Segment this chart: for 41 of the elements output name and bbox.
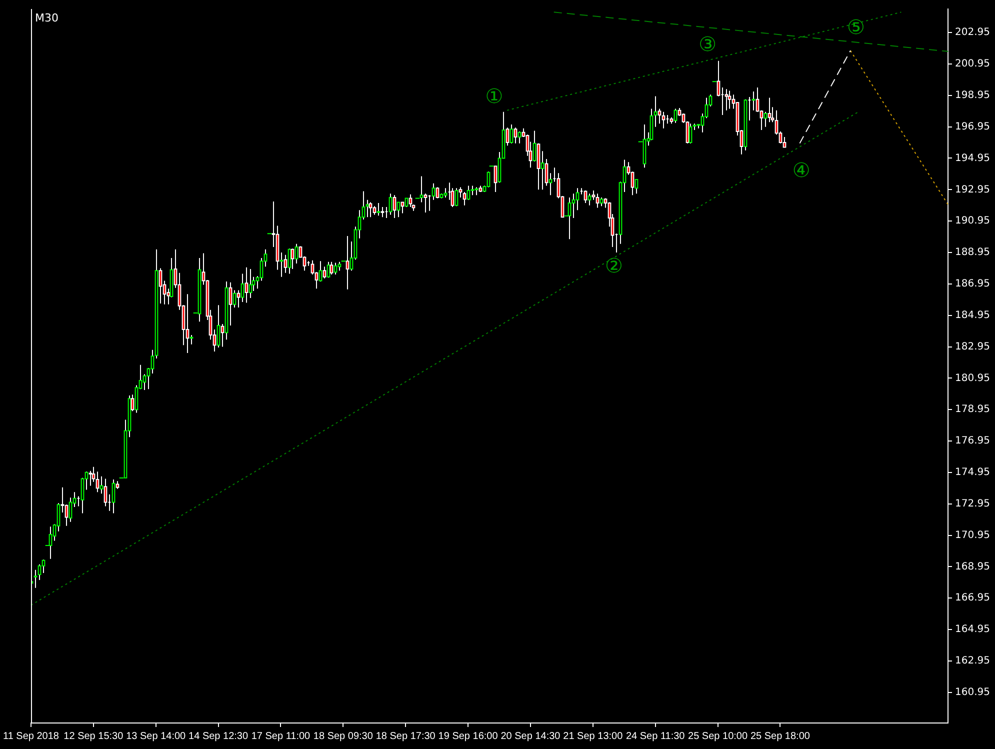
x-tick-label: 18 Sep 09:30 <box>313 730 374 742</box>
x-tick-label: 24 Sep 11:30 <box>626 730 686 742</box>
annotation: ④ <box>792 158 810 182</box>
x-tick-label: 13 Sep 14:00 <box>126 730 186 742</box>
y-tick-label: 162.95 <box>955 656 990 667</box>
x-tick-label: 25 Sep 10:00 <box>688 730 748 742</box>
x-tick-label: 25 Sep 18:00 <box>750 730 810 742</box>
y-tick-label: 196.95 <box>955 121 990 132</box>
x-tick-label: 14 Sep 12:30 <box>188 730 248 742</box>
y-tick-label: 194.95 <box>955 152 990 164</box>
y-tick-label: 184.95 <box>955 310 990 321</box>
y-tick-label: 170.95 <box>955 530 990 541</box>
y-tick-label: 192.95 <box>955 184 990 196</box>
annotation: ⑤ <box>846 14 865 39</box>
y-tick-label: 178.95 <box>955 404 990 416</box>
annotation: ① <box>485 84 504 108</box>
y-tick-label: 172.95 <box>955 498 990 510</box>
y-tick-label: 186.95 <box>955 278 990 290</box>
y-tick-label: 188.95 <box>955 247 990 258</box>
y-tick-label: 176.95 <box>955 436 990 447</box>
y-tick-label: 180.95 <box>955 372 990 384</box>
y-tick-label: 168.95 <box>955 561 990 572</box>
y-tick-label: 200.95 <box>955 58 990 70</box>
annotation: ② <box>605 254 623 278</box>
x-tick-label: 18 Sep 17:30 <box>376 730 436 742</box>
x-tick-label: 20 Sep 14:30 <box>500 730 561 742</box>
y-tick-label: 202.95 <box>955 27 990 38</box>
x-tick-label: 19 Sep 16:00 <box>438 730 498 742</box>
y-tick-label: 182.95 <box>955 341 990 352</box>
x-tick-label: 12 Sep 15:30 <box>64 730 124 742</box>
x-tick-label: 11 Sep 2018 <box>2 730 60 742</box>
chart-title: M30 <box>34 11 58 24</box>
x-tick-label: 21 Sep 13:00 <box>563 730 624 742</box>
y-tick-label: 166.95 <box>955 592 990 604</box>
y-tick-label: 174.95 <box>955 467 990 478</box>
x-tick-label: 17 Sep 11:00 <box>251 730 311 742</box>
y-tick-label: 198.95 <box>955 90 990 101</box>
y-tick-label: 160.95 <box>955 686 990 698</box>
y-tick-label: 190.95 <box>955 216 990 227</box>
annotation: ③ <box>698 32 717 56</box>
y-tick-label: 164.95 <box>955 624 990 636</box>
